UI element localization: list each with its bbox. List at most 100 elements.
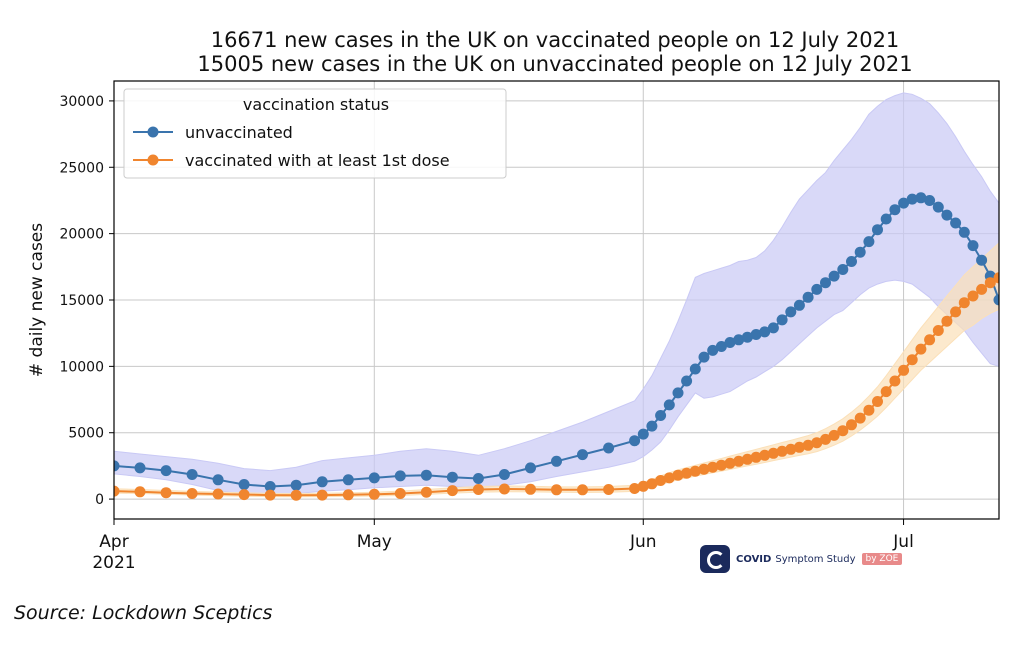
data-point-unvaccinated — [741, 331, 753, 343]
data-point-vaccinated — [906, 354, 918, 366]
data-point-vaccinated — [785, 443, 797, 455]
x-tick-label: Jun — [629, 532, 657, 552]
data-point-unvaccinated — [498, 469, 510, 480]
data-point-unvaccinated — [793, 299, 805, 311]
data-point-unvaccinated — [663, 399, 675, 411]
data-point-unvaccinated — [724, 337, 736, 348]
data-point-vaccinated — [551, 484, 562, 496]
legend-title: vaccination status — [243, 95, 389, 114]
data-point-vaccinated — [715, 459, 727, 471]
data-point-unvaccinated — [212, 474, 224, 486]
data-point-vaccinated — [837, 425, 849, 437]
data-point-vaccinated — [603, 484, 615, 495]
data-point-vaccinated — [759, 449, 771, 461]
data-point-unvaccinated — [767, 322, 779, 334]
data-point-vaccinated — [681, 467, 693, 479]
data-point-unvaccinated — [603, 442, 615, 454]
y-tick-label: 15000 — [59, 293, 104, 309]
x-tick-label: Apr — [99, 532, 128, 552]
data-point-vaccinated — [976, 283, 988, 295]
data-point-vaccinated — [724, 457, 736, 469]
data-point-unvaccinated — [160, 465, 172, 477]
data-point-unvaccinated — [264, 481, 276, 492]
y-tick-label: 0 — [95, 492, 104, 508]
data-point-unvaccinated — [941, 209, 953, 221]
data-point-vaccinated — [958, 297, 970, 309]
y-axis-label: # daily new cases — [27, 223, 47, 377]
data-point-unvaccinated — [950, 217, 962, 229]
data-point-vaccinated — [846, 419, 857, 431]
x-tick-label: Jul — [892, 532, 914, 552]
covid-symptom-study-logo: COVID Symptom Study by ZOE — [700, 545, 903, 573]
data-point-vaccinated — [707, 461, 719, 473]
data-point-unvaccinated — [837, 264, 849, 275]
legend-marker-unvaccinated — [147, 126, 159, 138]
source-note: Source: Lockdown Sceptics — [14, 602, 273, 624]
data-point-unvaccinated — [828, 270, 840, 282]
data-point-vaccinated — [114, 485, 120, 497]
data-point-unvaccinated — [863, 236, 875, 248]
data-point-vaccinated — [941, 315, 953, 327]
data-point-vaccinated — [446, 485, 458, 497]
data-point-unvaccinated — [785, 306, 797, 318]
data-point-unvaccinated — [854, 246, 866, 258]
data-point-unvaccinated — [820, 277, 831, 289]
y-tick-label: 10000 — [59, 359, 104, 375]
data-point-unvaccinated — [872, 224, 883, 236]
data-point-vaccinated — [776, 445, 788, 457]
data-point-unvaccinated — [114, 460, 120, 472]
data-point-vaccinated — [264, 489, 276, 501]
data-point-unvaccinated — [672, 387, 684, 399]
data-point-vaccinated — [863, 404, 875, 416]
data-point-vaccinated — [802, 439, 814, 451]
data-point-vaccinated — [368, 488, 380, 500]
data-point-vaccinated — [629, 483, 641, 494]
data-point-unvaccinated — [802, 291, 814, 303]
data-point-vaccinated — [394, 488, 406, 499]
data-point-vaccinated — [420, 486, 432, 498]
data-point-unvaccinated — [733, 334, 745, 346]
data-point-vaccinated — [767, 447, 779, 459]
series-markers — [114, 192, 999, 501]
data-point-unvaccinated — [958, 226, 970, 238]
data-point-vaccinated — [733, 455, 745, 467]
data-point-vaccinated — [498, 483, 510, 495]
data-point-vaccinated — [880, 386, 892, 398]
data-point-vaccinated — [212, 488, 224, 500]
data-point-vaccinated — [472, 484, 484, 495]
data-point-unvaccinated — [316, 476, 328, 488]
data-point-unvaccinated — [290, 479, 302, 491]
data-point-unvaccinated — [681, 375, 693, 387]
data-point-vaccinated — [889, 375, 901, 387]
covid-logo-icon — [700, 545, 730, 573]
logo-brand: COVID Symptom Study — [736, 553, 856, 565]
data-point-vaccinated — [160, 487, 172, 499]
data-point-unvaccinated — [134, 462, 146, 474]
data-point-unvaccinated — [420, 469, 432, 481]
chart-title-line-2: 15005 new cases in the UK on unvaccinate… — [197, 52, 913, 76]
data-point-vaccinated — [828, 429, 840, 441]
data-point-vaccinated — [186, 488, 198, 499]
data-point-unvaccinated — [889, 204, 901, 216]
data-point-vaccinated — [854, 412, 866, 424]
data-point-unvaccinated — [646, 420, 658, 432]
data-point-vaccinated — [342, 489, 354, 501]
data-point-vaccinated — [932, 325, 944, 336]
data-point-unvaccinated — [637, 428, 649, 440]
data-point-vaccinated — [525, 483, 536, 495]
data-point-vaccinated — [915, 343, 927, 355]
chart-title-line-1: 16671 new cases in the UK on vaccinated … — [210, 28, 900, 52]
data-point-unvaccinated — [915, 192, 927, 204]
data-point-unvaccinated — [698, 351, 710, 363]
data-point-unvaccinated — [967, 240, 979, 252]
legend-box — [123, 88, 507, 179]
data-point-unvaccinated — [525, 462, 536, 474]
data-point-unvaccinated — [394, 470, 406, 482]
data-point-vaccinated — [637, 480, 649, 492]
data-point-unvaccinated — [976, 254, 988, 266]
data-point-vaccinated — [577, 484, 588, 496]
data-point-unvaccinated — [689, 363, 701, 375]
data-point-unvaccinated — [655, 410, 667, 421]
data-point-vaccinated — [290, 489, 302, 501]
data-point-unvaccinated — [924, 195, 936, 206]
